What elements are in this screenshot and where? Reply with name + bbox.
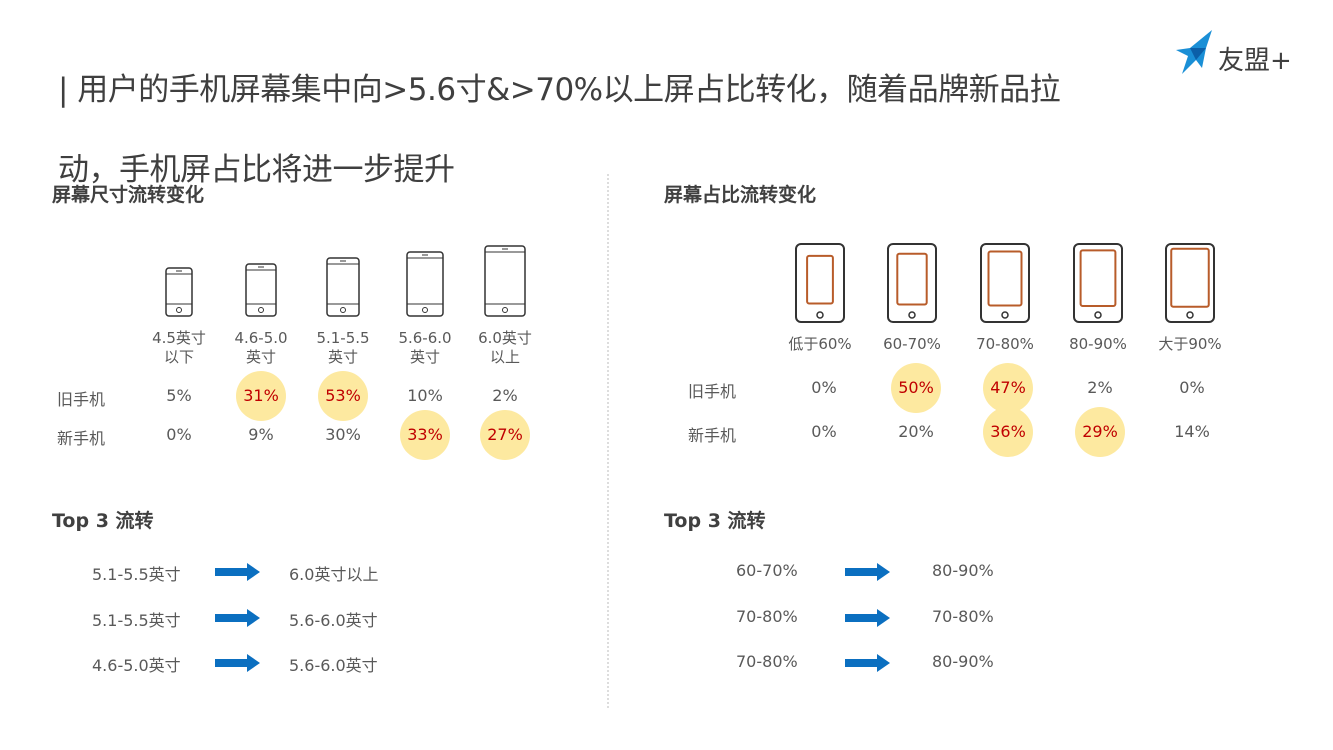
cell-value: 27%	[480, 410, 530, 460]
column-label: 4.5英寸 以下	[152, 329, 206, 366]
cell-value: 29%	[1075, 407, 1125, 457]
cell-value: 9%	[248, 425, 274, 444]
flow-to: 80-90%	[932, 652, 994, 671]
arrow	[845, 654, 890, 672]
cell-value: 2%	[492, 386, 518, 405]
column-label: 6.0英寸 以上	[478, 329, 532, 366]
column-label: 70-80%	[976, 335, 1034, 353]
column-label: 5.6-6.0 英寸	[398, 329, 452, 366]
flow-from: 4.6-5.0英寸	[92, 656, 181, 675]
arrow	[845, 563, 890, 581]
cell-value: 50%	[891, 363, 941, 413]
title-line: | 用户的手机屏幕集中向>5.6寸&>70%以上屏占比转化，随着品牌新品拉	[58, 72, 1061, 108]
title-line: 动，手机屏占比将进一步提升	[58, 152, 455, 188]
column-label: 4.6-5.0 英寸	[234, 329, 288, 366]
flow-from: 70-80%	[736, 606, 798, 626]
cell-value: 36%	[983, 407, 1033, 457]
cell-value: 20%	[898, 422, 934, 441]
section-title: Top 3 流转	[664, 510, 766, 532]
phone-icon	[326, 257, 360, 317]
phone-icon	[980, 243, 1030, 323]
cell-value: 2%	[1087, 378, 1113, 397]
cell-value: 30%	[325, 425, 361, 444]
title: | 用户的手机屏幕集中向>5.6寸&>70%以上屏占比转化，随着品牌新品拉 动，…	[58, 30, 1061, 230]
section-title: Top 3 流转	[52, 510, 154, 532]
logo-text: 友盟+	[1218, 46, 1292, 76]
phone-icon	[795, 243, 845, 323]
column-label: 60-70%	[883, 335, 941, 353]
logo-icon	[1176, 30, 1212, 74]
arrow	[215, 608, 260, 627]
phone-icon	[406, 251, 444, 317]
phone-icon	[1073, 243, 1123, 323]
cell-value: 0%	[166, 425, 192, 444]
cell-value: 0%	[811, 378, 837, 397]
phone-icon	[887, 243, 937, 323]
flow-to: 70-80%	[932, 606, 994, 626]
cell-value: 0%	[811, 422, 837, 441]
column-label: 80-90%	[1069, 335, 1127, 353]
cell-value: 31%	[236, 371, 286, 421]
row-label: 旧手机	[688, 382, 737, 401]
section-title: 屏幕占比流转变化	[664, 184, 817, 206]
row-label: 新手机	[688, 426, 737, 445]
cell-value: 33%	[400, 410, 450, 460]
flow-to: 80-90%	[932, 561, 994, 580]
cell-value: 14%	[1174, 422, 1210, 441]
arrow	[845, 608, 890, 627]
phone-icon	[165, 267, 193, 317]
phone-icon	[1165, 243, 1215, 323]
flow-from: 70-80%	[736, 652, 798, 671]
cell-value: 53%	[318, 371, 368, 421]
arrow	[215, 654, 260, 672]
section-title: 屏幕尺寸流转变化	[52, 184, 205, 206]
row-label: 旧手机	[57, 390, 106, 409]
cell-value: 10%	[407, 386, 443, 405]
flow-from: 5.1-5.5英寸	[92, 565, 181, 584]
phone-icon	[245, 263, 277, 317]
flow-to: 6.0英寸以上	[289, 565, 379, 584]
divider	[607, 174, 609, 710]
cell-value: 5%	[166, 386, 192, 405]
flow-to: 5.6-6.0英寸	[289, 610, 378, 630]
arrow	[215, 563, 260, 581]
flow-to: 5.6-6.0英寸	[289, 656, 378, 675]
column-label: 5.1-5.5 英寸	[316, 329, 370, 366]
column-label: 低于60%	[788, 335, 852, 353]
cell-value: 47%	[983, 363, 1033, 413]
column-label: 大于90%	[1158, 335, 1222, 353]
row-label: 新手机	[57, 429, 106, 448]
flow-from: 60-70%	[736, 561, 798, 580]
cell-value: 0%	[1179, 378, 1205, 397]
phone-icon	[484, 245, 526, 317]
flow-from: 5.1-5.5英寸	[92, 610, 181, 630]
